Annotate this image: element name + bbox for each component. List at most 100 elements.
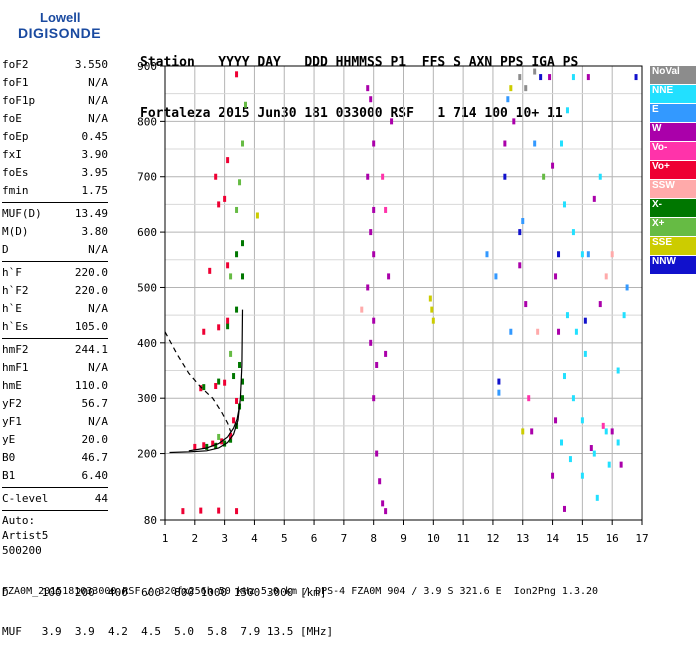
echo-point bbox=[369, 339, 373, 346]
param-row: foEp 0.45 bbox=[2, 128, 108, 146]
echo-point bbox=[366, 173, 370, 180]
param-name: h`E bbox=[2, 302, 22, 315]
echo-point bbox=[554, 417, 558, 424]
plot-frame bbox=[164, 65, 643, 521]
param-row: D N/A bbox=[2, 241, 108, 259]
echo-point bbox=[580, 472, 584, 479]
param-value: N/A bbox=[88, 94, 108, 107]
echo-point bbox=[214, 173, 218, 180]
y-tick-label: 600 bbox=[137, 226, 157, 239]
auto-version: 500200 bbox=[2, 544, 42, 557]
lowell-digisonde-logo: Lowell DIGISONDE bbox=[8, 6, 138, 48]
param-row: hmE 110.0 bbox=[2, 377, 108, 395]
distance-row: D 100 200 400 600 800 1000 1500 3000 [km… bbox=[2, 586, 327, 599]
x-tick-label: 2 bbox=[192, 532, 199, 545]
echo-point bbox=[592, 450, 596, 457]
legend-item-ssw: SSW bbox=[650, 180, 696, 198]
echo-point bbox=[235, 306, 239, 313]
echo-point bbox=[518, 74, 522, 81]
echo-point bbox=[226, 262, 230, 269]
echo-point bbox=[241, 395, 245, 402]
y-tick-label: 80 bbox=[144, 514, 157, 527]
echo-point bbox=[497, 389, 501, 396]
y-tick-label: 700 bbox=[137, 171, 157, 184]
param-name: hmF2 bbox=[2, 343, 29, 356]
x-tick-label: 11 bbox=[457, 532, 470, 545]
x-tick-label: 16 bbox=[606, 532, 619, 545]
x-tick-label: 6 bbox=[311, 532, 318, 545]
param-name: yF2 bbox=[2, 397, 22, 410]
echo-point bbox=[574, 328, 578, 335]
profile-traces bbox=[164, 309, 244, 454]
param-row: B0 46.7 bbox=[2, 449, 108, 467]
axis-ticks: 1 2 3 4 5 6 7 8 9 10 11 12 13 14 15 16 17802003004005006… bbox=[137, 60, 649, 545]
y-tick-label: 900 bbox=[137, 60, 157, 73]
echo-point bbox=[562, 201, 566, 208]
echo-point bbox=[372, 317, 376, 324]
trace-profile bbox=[169, 309, 244, 454]
echo-point bbox=[524, 85, 528, 92]
param-row: foF1 N/A bbox=[2, 74, 108, 92]
echo-point bbox=[223, 379, 227, 386]
muf-row: MUF 3.9 3.9 4.2 4.5 5.0 5.8 7.9 13.5 [MH… bbox=[2, 625, 334, 638]
echo-point bbox=[524, 301, 528, 308]
echo-point bbox=[610, 428, 614, 435]
param-row: hmF1 N/A bbox=[2, 359, 108, 377]
param-value: N/A bbox=[88, 415, 108, 428]
file-info: FZA0M_2015181033000.RSF / 320fx256h 50 k… bbox=[2, 586, 599, 597]
echo-point bbox=[360, 306, 364, 313]
echo-point bbox=[616, 367, 620, 374]
echo-point bbox=[601, 422, 605, 429]
echo-point bbox=[202, 442, 206, 449]
param-name: foF1p bbox=[2, 94, 36, 107]
y-tick-label: 300 bbox=[137, 392, 157, 405]
echo-point bbox=[226, 323, 230, 330]
param-value: N/A bbox=[88, 361, 108, 374]
echo-point bbox=[205, 443, 209, 450]
echo-point bbox=[232, 373, 236, 380]
param-value: 244.1 bbox=[74, 343, 108, 356]
param-row: h`F2 220.0 bbox=[2, 282, 108, 300]
legend-item-w: W bbox=[650, 123, 696, 141]
param-row: hmF2 244.1 bbox=[2, 341, 108, 359]
param-name: foE bbox=[2, 112, 22, 125]
echo-point bbox=[595, 494, 599, 501]
param-value: 3.90 bbox=[81, 148, 109, 161]
echo-point bbox=[557, 328, 561, 335]
echo-point bbox=[202, 328, 206, 335]
param-row: B1 6.40 bbox=[2, 467, 108, 485]
param-value: 46.7 bbox=[81, 451, 109, 464]
y-tick-label: 500 bbox=[137, 281, 157, 294]
legend-item-x-minus: X- bbox=[650, 199, 696, 217]
echo-point bbox=[384, 350, 388, 357]
divider bbox=[2, 261, 108, 262]
echo-point bbox=[512, 118, 516, 125]
y-tick-label: 200 bbox=[137, 448, 157, 461]
param-name: D bbox=[2, 243, 9, 256]
param-value: 110.0 bbox=[74, 379, 108, 392]
echo-point bbox=[571, 229, 575, 236]
x-tick-label: 4 bbox=[251, 532, 258, 545]
legend-item-nne: NNE bbox=[650, 85, 696, 103]
param-name: h`Es bbox=[2, 320, 29, 333]
echo-point bbox=[598, 173, 602, 180]
param-value: 3.80 bbox=[81, 225, 109, 238]
muf-table: D 100 200 400 600 800 1000 1500 3000 [km… bbox=[2, 560, 333, 651]
echo-point bbox=[497, 378, 501, 385]
echo-point bbox=[430, 306, 434, 313]
param-value: 20.0 bbox=[81, 433, 109, 446]
echo-point bbox=[551, 162, 555, 169]
echo-point bbox=[503, 140, 507, 147]
echo-point bbox=[238, 361, 242, 368]
ionogram-plot: 1 2 3 4 5 6 7 8 9 10 11 12 13 14 15 16 17802003004005006… bbox=[137, 60, 649, 545]
param-row: h`E N/A bbox=[2, 300, 108, 318]
echo-point bbox=[229, 350, 233, 357]
echo-point bbox=[598, 301, 602, 308]
x-tick-label: 13 bbox=[516, 532, 529, 545]
divider bbox=[2, 202, 108, 203]
echo-point bbox=[235, 251, 239, 258]
echo-point bbox=[381, 500, 385, 507]
echo-point bbox=[571, 74, 575, 81]
param-row: fmin 1.75 bbox=[2, 182, 108, 200]
echo-point bbox=[199, 385, 203, 392]
